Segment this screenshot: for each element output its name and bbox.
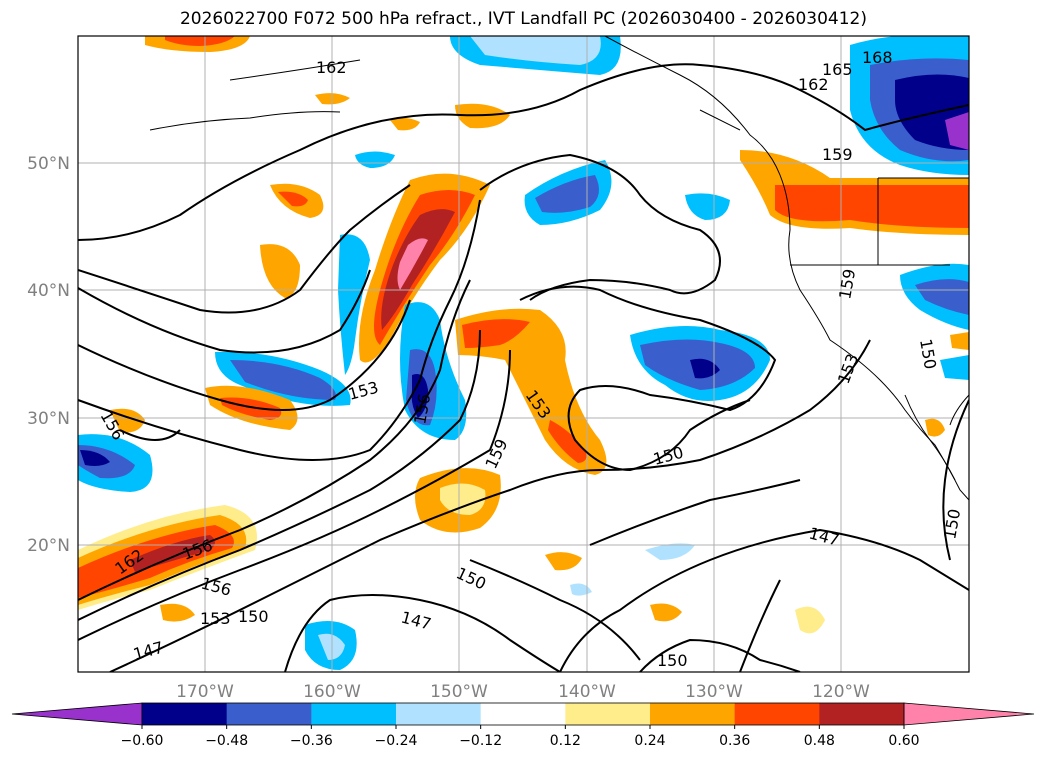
colorbar-swatch xyxy=(819,703,905,725)
colorbar-swatch xyxy=(311,703,397,725)
colorbar-tick-label: 0.36 xyxy=(719,733,750,749)
contour-label: 150 xyxy=(657,651,688,670)
shade-positive xyxy=(160,603,195,622)
shade-positive xyxy=(795,606,825,634)
shade-positive xyxy=(260,244,300,298)
lon-tick: 170°W xyxy=(176,682,234,702)
shade-positive xyxy=(278,191,308,207)
shade-positive xyxy=(390,117,420,131)
lon-tick: 150°W xyxy=(430,682,488,702)
graticule xyxy=(78,36,969,672)
lat-tick: 40°N xyxy=(27,281,70,301)
colorbar-tick-label: −0.48 xyxy=(205,733,248,749)
shade-negative xyxy=(80,450,110,466)
shade-positive xyxy=(397,238,428,290)
contour-label-layer: 162 165 168 162 159 159 150 153 156 153 … xyxy=(97,48,965,670)
contour-label: 168 xyxy=(862,48,893,67)
shade-positive xyxy=(950,332,969,350)
contour-label: 162 xyxy=(316,58,347,77)
contour-label: 159 xyxy=(822,145,853,164)
lat-tick: 30°N xyxy=(27,409,70,429)
colorbar-tick-label: −0.36 xyxy=(290,733,333,749)
coastlines xyxy=(149,36,969,501)
map-frame xyxy=(77,35,970,673)
shade-negative xyxy=(945,112,969,150)
colorbar-frame xyxy=(141,702,905,726)
shade-positive xyxy=(548,420,587,463)
shade-positive xyxy=(381,209,455,330)
shading-layer xyxy=(78,36,969,670)
colorbar-tick-label: 0.24 xyxy=(634,733,665,749)
shade-positive xyxy=(130,535,215,572)
contour-lines xyxy=(78,63,969,672)
colorbar-swatch xyxy=(565,703,651,725)
colorbar-swatch xyxy=(142,703,228,725)
colorbar-tick-label: 0.48 xyxy=(804,733,835,749)
shade-positive xyxy=(165,36,235,46)
lon-axis: 170°W 160°W 150°W 140°W 130°W 120°W xyxy=(176,682,870,702)
shade-positive xyxy=(650,603,682,622)
lon-tick: 140°W xyxy=(558,682,616,702)
colorbar-tick-label: −0.60 xyxy=(121,733,164,749)
shade-positive xyxy=(775,185,969,228)
shade-negative xyxy=(690,358,720,379)
colorbar-tick-label: 0.60 xyxy=(888,733,919,749)
contour-label: 165 xyxy=(822,60,853,79)
map-panel: 162 165 168 162 159 159 150 153 156 153 … xyxy=(78,36,969,672)
shade-negative xyxy=(535,175,599,213)
colorbar-tick-label: −0.24 xyxy=(375,733,418,749)
colorbar-swatch xyxy=(650,703,736,725)
shade-negative xyxy=(685,193,730,220)
lon-tick: 160°W xyxy=(303,682,361,702)
colorbar-min-extend xyxy=(11,702,143,726)
contour-label: 162 xyxy=(798,75,829,94)
colorbar-max-extend xyxy=(903,702,1035,726)
lat-axis: 50°N 40°N 30°N 20°N xyxy=(27,154,70,556)
shade-positive xyxy=(440,483,486,515)
contour-label: 150 xyxy=(238,607,269,626)
shade-negative xyxy=(645,543,695,560)
colorbar: −0.60 −0.48 −0.36 −0.24 −0.12 0.12 0.24 0.36 0.4… xyxy=(11,702,1035,749)
lat-tick: 50°N xyxy=(27,154,70,174)
colorbar-swatch xyxy=(226,703,312,725)
shade-negative xyxy=(411,374,428,418)
colorbar-swatch xyxy=(396,703,482,725)
lat-tick: 20°N xyxy=(27,536,70,556)
lon-tick: 130°W xyxy=(685,682,743,702)
colorbar-swatch xyxy=(734,703,820,725)
map-title: 2026022700 F072 500 hPa refract., IVT La… xyxy=(179,9,867,29)
shade-negative xyxy=(915,279,969,315)
colorbar-tick-label: −0.12 xyxy=(459,733,502,749)
colorbar-tick-label: 0.12 xyxy=(550,733,581,749)
shade-negative xyxy=(230,360,336,400)
shade-negative xyxy=(940,355,969,380)
colorbar-swatch xyxy=(480,703,566,725)
shade-negative xyxy=(355,151,395,168)
shade-positive xyxy=(925,418,945,437)
contour-label: 153 xyxy=(200,609,231,628)
shade-negative xyxy=(470,36,601,65)
shade-positive xyxy=(545,552,582,571)
lon-tick: 120°W xyxy=(812,682,870,702)
